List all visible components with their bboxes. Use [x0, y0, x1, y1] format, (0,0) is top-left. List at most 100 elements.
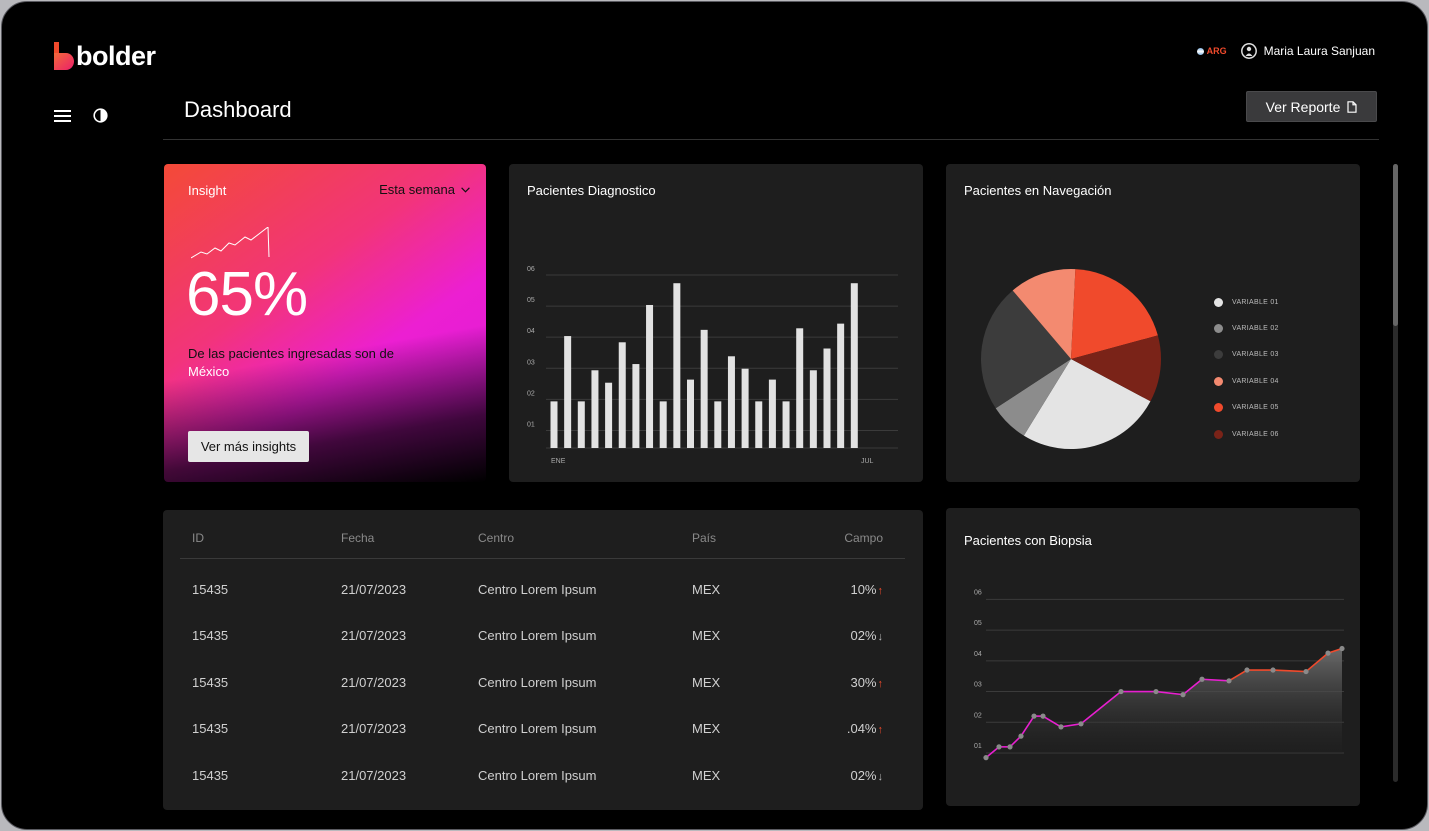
bolder-logo-icon: [54, 42, 74, 70]
legend-item: VARIABLE 06: [1214, 421, 1279, 447]
document-icon: [1347, 100, 1357, 113]
y-tick-label: 03: [974, 682, 982, 689]
flag-icon: [1196, 47, 1204, 55]
y-tick-label: 05: [527, 297, 535, 304]
pie-legend: VARIABLE 01 VARIABLE 02 VARIABLE 03 VARIABL…: [1214, 289, 1279, 447]
series-line-segment: [985, 746, 1000, 759]
line-chart: 01 02 03 04 05 06: [974, 589, 1345, 761]
table-row[interactable]: 15435 21/07/2023 Centro Lorem Ipsum MEX …: [180, 613, 905, 660]
cell-pais: MEX: [692, 581, 721, 597]
cell-fecha: 21/07/2023: [341, 674, 407, 690]
data-point: [1270, 667, 1276, 673]
navigation-chart-card: Pacientes en Navegación VARIABLE 01 VARIA…: [946, 164, 1360, 482]
patients-table-card: ID Fecha Centro País Campo 15435 21/07/2…: [163, 510, 923, 810]
cell-id: 15435: [192, 767, 229, 783]
column-header-id[interactable]: ID: [180, 518, 329, 559]
cell-campo: 30%↑: [803, 659, 905, 706]
series-line-segment: [1272, 669, 1307, 673]
theme-toggle-icon[interactable]: [93, 108, 108, 123]
bar: [782, 401, 790, 448]
table-row[interactable]: 15435 21/07/2023 Centro Lorem Ipsum MEX …: [180, 706, 905, 753]
legend-swatch: [1214, 324, 1223, 334]
bar: [714, 401, 722, 448]
data-point: [1153, 688, 1159, 695]
user-menu[interactable]: Maria Laura Sanjuan: [1240, 43, 1375, 59]
scrollbar[interactable]: [1393, 164, 1398, 782]
column-header-fecha[interactable]: Fecha: [329, 518, 466, 559]
legend-swatch: [1214, 297, 1223, 307]
page-title: Dashboard: [184, 97, 292, 122]
cell-centro: Centro Lorem Ipsum: [478, 721, 597, 737]
insight-percent: 65%: [186, 260, 308, 329]
bar: [837, 323, 845, 448]
series-line-segment: [1305, 652, 1329, 673]
period-dropdown[interactable]: Esta semana: [379, 182, 470, 197]
bar: [591, 370, 599, 448]
cell-pais: MEX: [692, 767, 721, 783]
legend-label: VARIABLE 02: [1232, 325, 1279, 333]
bar: [823, 348, 831, 448]
view-report-label: Ver Reporte: [1265, 98, 1341, 115]
cell-centro: Centro Lorem Ipsum: [478, 674, 597, 690]
data-point: [1031, 713, 1037, 719]
campo-value: 02%: [850, 767, 877, 783]
view-controls: [54, 108, 108, 123]
brand-logo[interactable]: bolder: [54, 42, 156, 70]
insight-label: Insight: [188, 183, 227, 198]
column-header-campo[interactable]: Campo: [803, 518, 905, 559]
cell-id: 15435: [192, 628, 229, 644]
column-header-centro[interactable]: Centro: [466, 518, 680, 559]
series-line-segment: [1060, 723, 1082, 728]
pie-slice: [1071, 335, 1161, 402]
view-report-button[interactable]: Ver Reporte: [1246, 91, 1377, 122]
insight-description-text: De las pacientes ingresadas son de: [188, 346, 394, 361]
country-selector[interactable]: ARG: [1196, 46, 1227, 56]
data-point: [996, 744, 1002, 750]
bar: [618, 342, 626, 448]
data-point: [1007, 744, 1013, 750]
y-tick-label: 06: [527, 266, 535, 273]
table-row[interactable]: 15435 21/07/2023 Centro Lorem Ipsum MEX …: [180, 752, 905, 799]
cell-fecha: 21/07/2023: [341, 767, 407, 783]
bar: [768, 379, 776, 448]
y-tick-label: 02: [974, 712, 982, 719]
country-code: ARG: [1206, 46, 1227, 56]
column-header-pais[interactable]: País: [680, 518, 803, 559]
pie-slice: [995, 359, 1071, 436]
arrow-up-icon: ↑: [877, 584, 884, 597]
legend-item: VARIABLE 04: [1214, 368, 1279, 394]
legend-label: VARIABLE 04: [1232, 377, 1279, 385]
data-point: [1018, 733, 1024, 739]
more-insights-button[interactable]: Ver más insights: [188, 431, 309, 462]
legend-label: VARIABLE 05: [1232, 404, 1279, 412]
bar: [659, 401, 667, 448]
cell-fecha: 21/07/2023: [341, 721, 407, 737]
cell-campo: 02%↓: [803, 613, 905, 660]
bar: [605, 382, 613, 448]
bar: [564, 336, 572, 448]
cell-fecha: 21/07/2023: [341, 581, 407, 597]
bar: [646, 304, 654, 448]
user-icon: [1240, 43, 1257, 59]
legend-label: VARIABLE 03: [1232, 351, 1279, 359]
legend-swatch: [1214, 350, 1223, 360]
table-row[interactable]: 15435 21/07/2023 Centro Lorem Ipsum MEX …: [180, 559, 905, 613]
cell-id: 15435: [192, 721, 229, 737]
user-name: Maria Laura Sanjuan: [1263, 44, 1375, 58]
menu-icon[interactable]: [54, 109, 71, 123]
legend-swatch: [1214, 403, 1223, 413]
legend-item: VARIABLE 05: [1214, 395, 1279, 421]
cell-id: 15435: [192, 581, 229, 597]
bar: [687, 379, 694, 448]
campo-value: 30%: [850, 674, 877, 690]
header-divider: [163, 139, 1379, 140]
table-row[interactable]: 15435 21/07/2023 Centro Lorem Ipsum MEX …: [180, 659, 905, 706]
bar: [850, 283, 858, 448]
cell-fecha: 21/07/2023: [341, 628, 407, 644]
scrollbar-thumb[interactable]: [1393, 164, 1398, 326]
data-point: [1244, 667, 1250, 673]
series-line-segment: [1042, 715, 1062, 728]
trend-sparkline-icon: [191, 227, 270, 259]
bar: [550, 401, 558, 448]
y-tick-label: 06: [974, 589, 982, 596]
